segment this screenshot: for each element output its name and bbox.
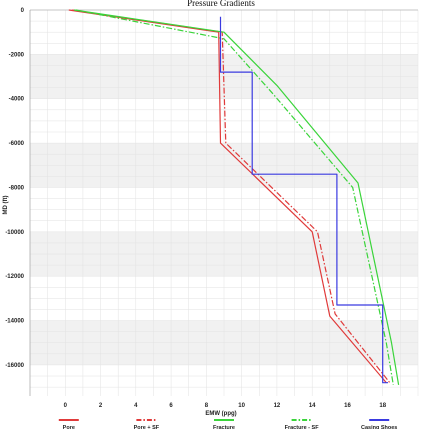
y-tick-label: -14000 [5,319,24,325]
x-tick-label: 18 [379,403,386,409]
legend-label-pore: Pore [63,425,75,429]
x-tick-label: 6 [169,403,173,409]
series-line-casing-shoes [219,16,388,384]
x-tick-label: 12 [274,403,281,409]
x-tick-label: 4 [134,403,138,409]
x-tick-label: 0 [64,403,68,409]
chart-title: Pressure Gradients [187,0,255,8]
y-tick-label: -2000 [9,52,25,58]
x-axis-title: EMW (ppg) [205,411,236,417]
series-line-pore-sf [72,9,391,384]
y-tick-label: 0 [21,8,25,14]
x-tick-label: 8 [205,403,209,409]
y-tick-label: -16000 [5,363,24,369]
y-tick-label: -10000 [5,230,24,236]
x-tick-label: 16 [344,403,351,409]
legend-label-pore-sf: Pore + SF [134,425,160,429]
legend: Pore Pore + SF Fracture Fracture - SF Casing… [58,419,397,429]
x-tick-label: 2 [99,403,103,409]
y-tick-label: -6000 [9,141,25,147]
series-line-fracture [74,9,400,385]
axes [29,9,418,396]
series-line-pore [68,9,387,384]
y-tick-label: -4000 [9,97,25,103]
legend-label-fracture-sf: Fracture - SF [285,425,320,429]
y-tick-label: -12000 [5,274,24,280]
x-tick-label: 14 [309,403,316,409]
tick-labels: 0 2 4 6 8 10 12 14 16 18 0 -2000 -4000 -6000 -8000 -100… [5,8,386,409]
y-tick-label: -8000 [9,185,25,191]
y-axis-title: MD (ft) [3,196,9,215]
x-tick-label: 10 [238,403,245,409]
legend-label-casing-shoes: Casing Shoes [361,425,397,429]
legend-label-fracture: Fracture [213,425,235,429]
series-lines [68,9,400,385]
